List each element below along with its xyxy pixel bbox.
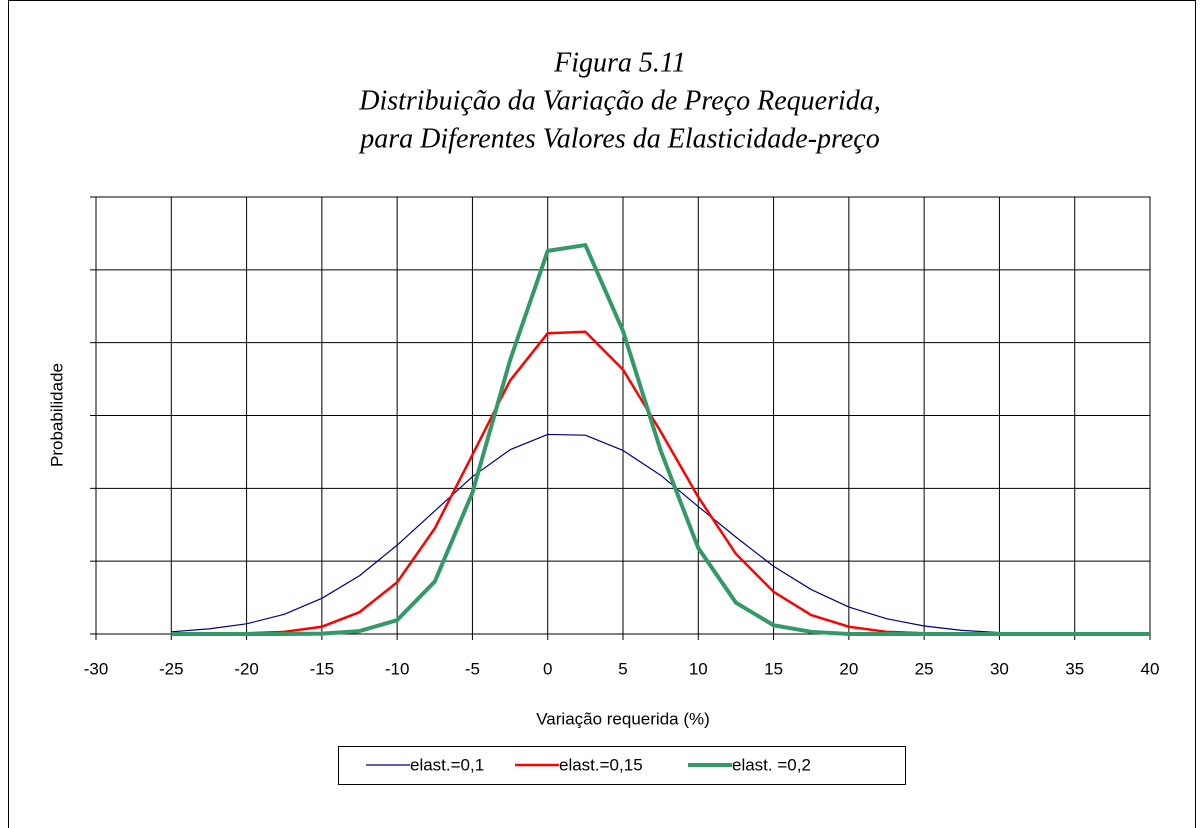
x-tick-label: 40 — [1141, 659, 1160, 678]
x-tick-label: 15 — [764, 659, 783, 678]
x-tick-label: 35 — [1065, 659, 1084, 678]
legend-label: elast.=0,15 — [559, 755, 643, 774]
chart-title: Figura 5.11 — [553, 47, 686, 78]
x-tick-label: -10 — [385, 659, 410, 678]
x-tick-label: 0 — [543, 659, 552, 678]
x-axis-label: Variação requerida (%) — [536, 709, 710, 728]
x-tick-label: -20 — [234, 659, 259, 678]
line-series — [171, 433, 1150, 635]
legend-label: elast. =0,2 — [732, 755, 811, 774]
x-tick-label: 25 — [915, 659, 934, 678]
x-tick-label: -5 — [465, 659, 480, 678]
plot-border — [95, 196, 1151, 635]
y-axis-label: Probabilidade — [47, 363, 66, 467]
chart-title: Distribuição da Variação de Preço Requer… — [358, 85, 881, 116]
chart-title: para Diferentes Valores da Elasticidade-… — [358, 123, 879, 154]
x-tick-label: 20 — [839, 659, 858, 678]
line-series — [171, 243, 1150, 636]
x-tick-label: -30 — [84, 659, 109, 678]
chart-border — [8, 0, 1196, 828]
x-tick-label: 10 — [689, 659, 708, 678]
x-tick-label: 30 — [990, 659, 1009, 678]
legend-label: elast.=0,1 — [410, 755, 484, 774]
legend — [338, 746, 906, 785]
x-tick-label: -15 — [310, 659, 335, 678]
x-tick-label: 5 — [618, 659, 627, 678]
x-tick-label: -25 — [159, 659, 184, 678]
